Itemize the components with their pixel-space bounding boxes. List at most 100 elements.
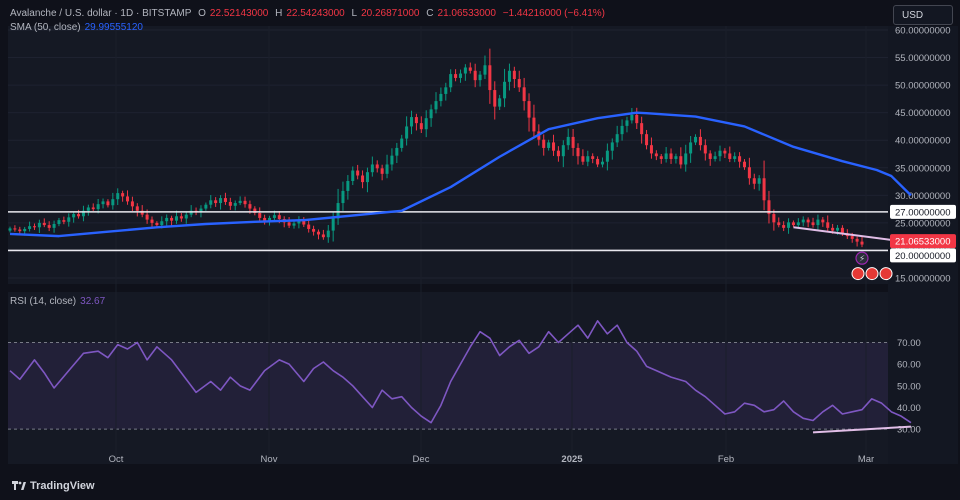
flag-icon[interactable] xyxy=(879,267,893,281)
candle-body[interactable] xyxy=(238,200,242,204)
candle-body[interactable] xyxy=(659,156,663,159)
candle-body[interactable] xyxy=(782,225,786,228)
candle-body[interactable] xyxy=(649,145,653,154)
candle-body[interactable] xyxy=(836,227,840,231)
candle-body[interactable] xyxy=(199,208,203,213)
candle-body[interactable] xyxy=(723,150,727,154)
candle-body[interactable] xyxy=(620,125,624,135)
candle-body[interactable] xyxy=(517,79,521,88)
candle-body[interactable] xyxy=(179,216,183,219)
candle-body[interactable] xyxy=(189,210,193,215)
candle-body[interactable] xyxy=(395,147,399,156)
candle-body[interactable] xyxy=(272,215,276,218)
candle-body[interactable] xyxy=(458,73,462,78)
candle-body[interactable] xyxy=(684,153,688,165)
candle-body[interactable] xyxy=(223,198,227,202)
candle-body[interactable] xyxy=(733,156,737,159)
candle-body[interactable] xyxy=(527,101,531,118)
candle-body[interactable] xyxy=(434,101,438,110)
candle-body[interactable] xyxy=(679,156,683,165)
candle-body[interactable] xyxy=(605,150,609,162)
candle-body[interactable] xyxy=(821,219,825,223)
rsi-line[interactable] xyxy=(9,320,912,424)
candle-body[interactable] xyxy=(356,170,360,176)
candle-body[interactable] xyxy=(410,117,414,127)
flag-icon[interactable] xyxy=(865,267,879,281)
candle-body[interactable] xyxy=(664,153,668,159)
candle-body[interactable] xyxy=(96,204,100,210)
price-trendline[interactable] xyxy=(793,226,897,242)
candle-body[interactable] xyxy=(150,219,154,223)
rsi-trendline[interactable] xyxy=(812,425,912,434)
candle-body[interactable] xyxy=(361,175,365,183)
candle-body[interactable] xyxy=(155,222,159,226)
candle-body[interactable] xyxy=(86,207,90,211)
candle-body[interactable] xyxy=(708,153,712,159)
candle-body[interactable] xyxy=(258,212,262,218)
candle-body[interactable] xyxy=(336,203,340,219)
candle-body[interactable] xyxy=(253,208,257,213)
candle-body[interactable] xyxy=(8,228,12,231)
candle-body[interactable] xyxy=(326,230,330,238)
candle-body[interactable] xyxy=(757,178,761,184)
candle-body[interactable] xyxy=(831,227,835,231)
candle-body[interactable] xyxy=(860,241,864,245)
candle-body[interactable] xyxy=(243,200,247,205)
candle-body[interactable] xyxy=(130,201,134,207)
candle-body[interactable] xyxy=(209,200,213,205)
flag-icon[interactable] xyxy=(851,267,865,281)
candle-body[interactable] xyxy=(331,218,335,231)
candle-body[interactable] xyxy=(365,172,369,183)
candle-body[interactable] xyxy=(483,65,487,75)
candle-body[interactable] xyxy=(341,190,345,204)
candle-body[interactable] xyxy=(248,204,252,209)
candle-body[interactable] xyxy=(405,126,409,139)
candle-body[interactable] xyxy=(390,155,394,165)
currency-button[interactable]: USD xyxy=(893,5,953,25)
candle-body[interactable] xyxy=(439,93,443,102)
candle-body[interactable] xyxy=(37,222,41,228)
candle-body[interactable] xyxy=(62,220,66,222)
candle-body[interactable] xyxy=(385,164,389,174)
candle-body[interactable] xyxy=(596,158,600,165)
candle-body[interactable] xyxy=(145,214,149,220)
candle-body[interactable] xyxy=(615,134,619,143)
sma-line[interactable] xyxy=(9,111,912,238)
candle-body[interactable] xyxy=(444,87,448,94)
candle-body[interactable] xyxy=(28,226,32,229)
candle-body[interactable] xyxy=(806,219,810,223)
candle-body[interactable] xyxy=(111,199,115,206)
candle-body[interactable] xyxy=(689,142,693,154)
candle-body[interactable] xyxy=(586,156,590,162)
candle-body[interactable] xyxy=(645,134,649,146)
candle-body[interactable] xyxy=(811,222,815,226)
candle-body[interactable] xyxy=(414,117,418,124)
candle-body[interactable] xyxy=(268,217,272,221)
candle-body[interactable] xyxy=(556,150,560,157)
candle-body[interactable] xyxy=(791,222,795,226)
candle-body[interactable] xyxy=(630,114,634,121)
candle-body[interactable] xyxy=(493,90,497,107)
candle-body[interactable] xyxy=(292,223,296,226)
candle-body[interactable] xyxy=(767,200,771,215)
candle-body[interactable] xyxy=(547,142,551,148)
candle-body[interactable] xyxy=(522,87,526,102)
candle-body[interactable] xyxy=(463,67,467,74)
candle-body[interactable] xyxy=(57,220,61,224)
candle-body[interactable] xyxy=(370,164,374,173)
candle-body[interactable] xyxy=(23,228,27,232)
candle-body[interactable] xyxy=(561,145,565,157)
candle-body[interactable] xyxy=(91,207,95,210)
candle-body[interactable] xyxy=(312,228,316,232)
candle-body[interactable] xyxy=(116,193,120,200)
candle-body[interactable] xyxy=(316,231,320,235)
candle-body[interactable] xyxy=(850,236,854,239)
candle-body[interactable] xyxy=(654,153,658,157)
candle-body[interactable] xyxy=(532,117,536,132)
candle-body[interactable] xyxy=(233,203,237,206)
candle-body[interactable] xyxy=(468,67,472,71)
candle-body[interactable] xyxy=(571,136,575,148)
candle-body[interactable] xyxy=(13,228,17,230)
candle-body[interactable] xyxy=(674,156,678,159)
